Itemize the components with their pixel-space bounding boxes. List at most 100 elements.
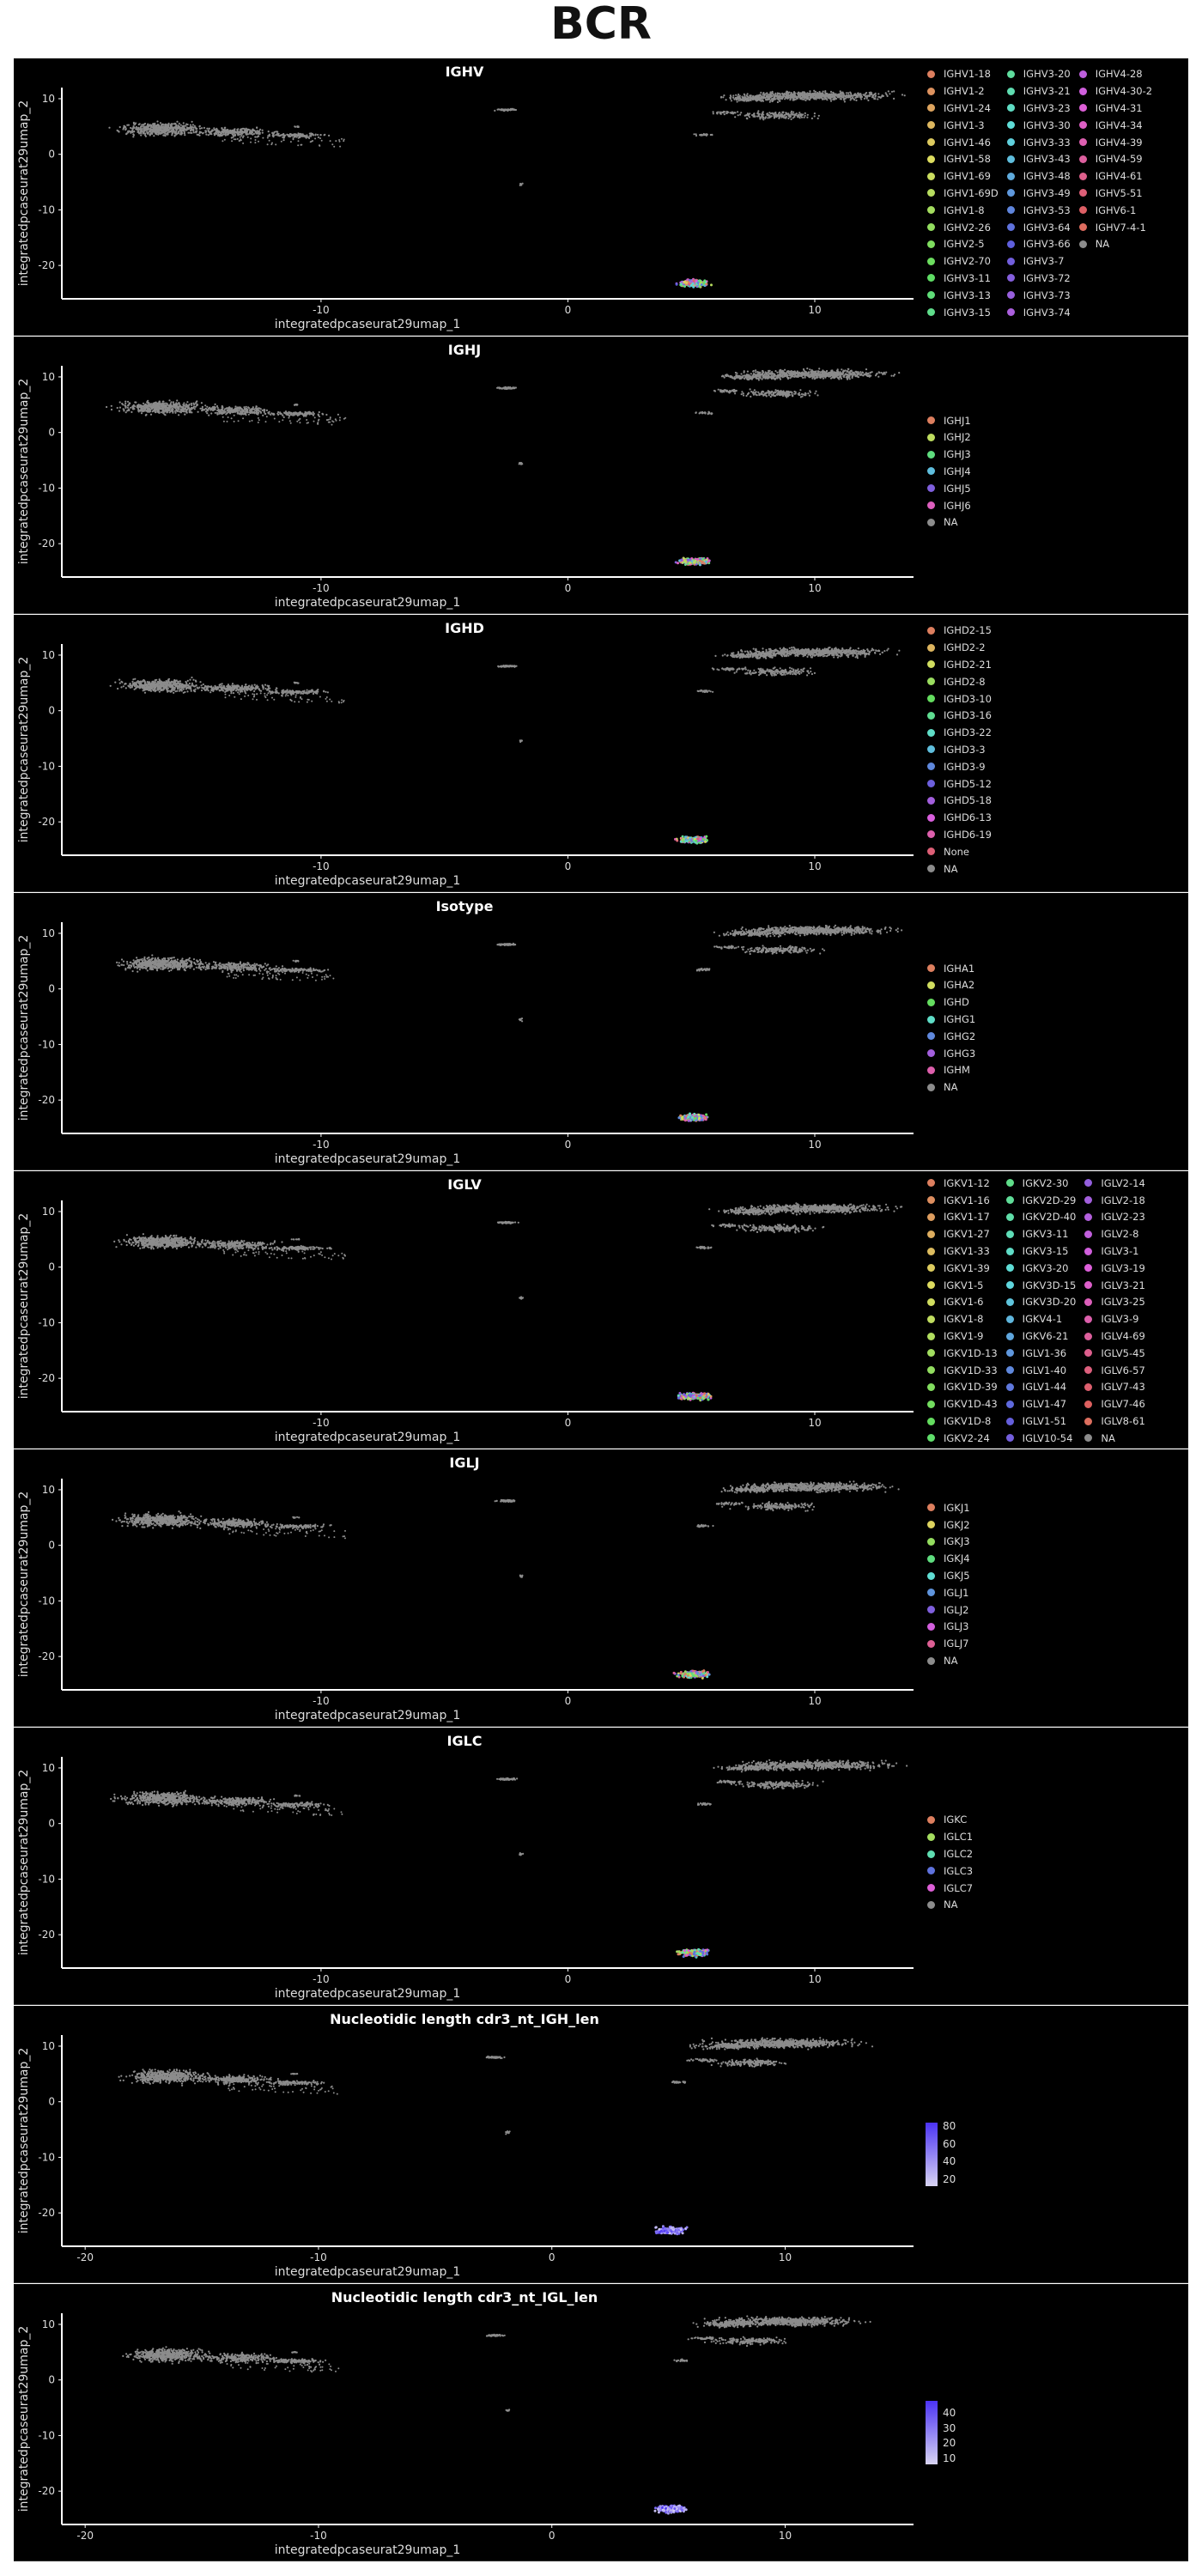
legend-label: IGKV1-17 [944, 1211, 990, 1223]
legend-item: IGLJ1 [927, 1584, 970, 1601]
legend-item: IGHV3-64 [1006, 219, 1071, 236]
legend-label: IGLC3 [944, 1865, 973, 1877]
legend-item: IGHJ5 [927, 480, 971, 497]
legend-label: IGHV3-15 [944, 307, 991, 319]
legend-swatch [927, 848, 935, 856]
legend-item: IGKV1D-43 [927, 1395, 998, 1413]
legend-label: IGHJ4 [944, 465, 971, 477]
legend-item: IGHV3-73 [1006, 287, 1071, 304]
legend-swatch [927, 796, 935, 805]
y-tick-label: 10 [42, 1484, 55, 1496]
legend-swatch [927, 257, 935, 265]
legend-label: IGHD [944, 996, 969, 1008]
y-tick-label: -20 [38, 2207, 55, 2219]
legend-label: IGHV1-18 [944, 68, 991, 80]
y-axis-label: integratedpcaseurat29umap_2 [17, 2048, 31, 2234]
y-tick-label: -20 [38, 259, 55, 271]
x-tick-label: 10 [808, 1695, 821, 1707]
legend-swatch [927, 830, 935, 839]
legend-item: IGLC1 [927, 1828, 973, 1845]
legend-swatch [1078, 87, 1087, 95]
legend-label: IGKV2-24 [944, 1432, 990, 1444]
legend-swatch [927, 711, 935, 720]
legend-swatch [927, 291, 935, 300]
legend-label: IGHV2-5 [944, 238, 985, 250]
legend-label: IGKV3-11 [1023, 1228, 1069, 1240]
legend-label: IGHG3 [944, 1048, 975, 1060]
y-tick-label: 10 [42, 1762, 55, 1774]
x-axis-label: integratedpcaseurat29umap_1 [275, 1987, 461, 2001]
legend-item: NA [927, 1897, 973, 1914]
legend-swatch [1084, 1230, 1093, 1238]
legend-item: IGLV10-54 [1005, 1430, 1077, 1447]
plot-panel-igl_len: Nucleotidic length cdr3_nt_IGL_len -20 -10… [14, 2284, 1188, 2561]
y-tick-label: 0 [48, 2374, 55, 2386]
legend-label: IGHV7-4-1 [1096, 222, 1146, 234]
x-axis-label: integratedpcaseurat29umap_1 [275, 2265, 461, 2279]
legend-item: IGHG1 [927, 1011, 975, 1028]
legend-item: IGHV3-7 [1006, 252, 1071, 270]
scatter-plot: -20 -10 0 10 10 0 -10 -20 integratedpcaseurat29u… [17, 2035, 914, 2279]
legend: IGKC IGLC1 IGLC2 IGLC3 IGLC7 NA [927, 1812, 973, 1914]
legend-swatch [927, 1417, 935, 1425]
legend-swatch [1084, 1281, 1093, 1290]
legend-label: IGLV3-9 [1101, 1313, 1138, 1325]
legend-swatch [927, 308, 935, 317]
legend-item: IGLV1-47 [1005, 1395, 1077, 1413]
legend-item: IGKV1D-13 [927, 1345, 998, 1362]
legend-label: IGKV1D-13 [944, 1347, 998, 1359]
legend-item: IGHV2-5 [927, 235, 999, 252]
legend-swatch [927, 677, 935, 686]
legend-item: IGHV3-72 [1006, 270, 1071, 287]
legend-label: IGHD2-2 [944, 641, 986, 653]
legend-swatch [927, 138, 935, 147]
plot-title: Nucleotidic length cdr3_nt_IGH_len [14, 2011, 915, 2027]
y-tick-label: 10 [42, 927, 55, 939]
legend-label: IGLJ3 [944, 1620, 968, 1632]
x-axis-label: integratedpcaseurat29umap_1 [275, 874, 461, 888]
legend-label: IGHV3-30 [1023, 119, 1071, 131]
legend-swatch [927, 1332, 935, 1340]
legend-label: IGHD3-16 [944, 709, 992, 721]
legend-item: IGHJ4 [927, 463, 971, 480]
legend-item: IGHJ1 [927, 412, 971, 429]
legend-label: NA [944, 1899, 957, 1911]
legend-item: IGHD5-12 [927, 775, 992, 793]
legend-swatch [1078, 70, 1087, 78]
legend-swatch [927, 1179, 935, 1188]
legend-item: IGLV1-44 [1005, 1379, 1077, 1396]
legend-swatch [927, 1230, 935, 1238]
legend-swatch [1006, 104, 1015, 112]
legend-swatch [1078, 206, 1087, 215]
legend-label: IGHV3-66 [1023, 238, 1071, 250]
legend-item: IGKV1-17 [927, 1209, 998, 1226]
legend-item: IGLJ3 [927, 1619, 970, 1636]
legend-label: IGKJ5 [944, 1570, 970, 1582]
legend-item: IGHV1-24 [927, 100, 999, 117]
y-tick-label: 10 [42, 649, 55, 661]
plot-title: IGHV [14, 64, 915, 80]
legend-item: IGHD2-8 [927, 673, 992, 690]
legend-swatch [927, 433, 935, 441]
x-tick-label: 0 [565, 1417, 572, 1429]
legend-swatch [927, 450, 935, 459]
legend-item: IGLV2-18 [1084, 1192, 1145, 1209]
legend-swatch [927, 467, 935, 476]
legend-swatch [1006, 240, 1015, 248]
legend-label: IGHV2-26 [944, 222, 991, 234]
y-tick-label: -20 [38, 1929, 55, 1941]
legend-swatch [927, 695, 935, 703]
legend-item: IGKC [927, 1812, 973, 1829]
plot-panel-iglc: IGLC -10 0 10 10 0 -10 -20 integratedpcaseurat29… [14, 1728, 1188, 2005]
legend-swatch [1084, 1366, 1093, 1375]
legend-swatch [1078, 223, 1087, 232]
y-tick-label: -10 [38, 760, 55, 772]
legend-label: IGLV2-23 [1101, 1211, 1144, 1223]
legend-label: NA [1096, 238, 1109, 250]
legend-item: IGHV6-1 [1078, 202, 1152, 219]
page-title: BCR [0, 0, 1202, 48]
scatter-plot: -10 0 10 10 0 -10 -20 integratedpcaseurat29umap… [17, 644, 914, 888]
legend-item: IGLV8-61 [1084, 1413, 1145, 1430]
legend-swatch [927, 643, 935, 652]
legend-item: IGKV1-6 [927, 1294, 998, 1311]
